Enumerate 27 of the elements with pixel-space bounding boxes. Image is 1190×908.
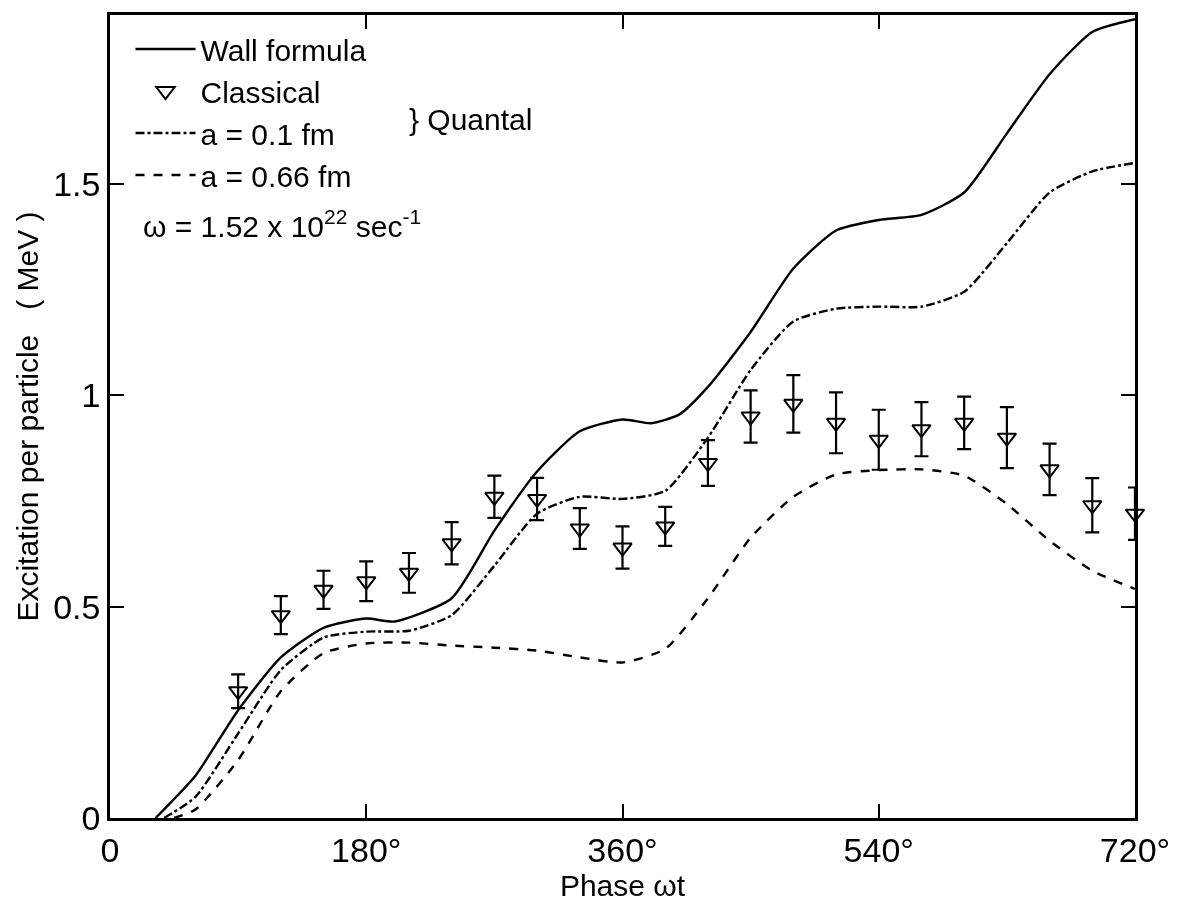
annotation: ω = 1.52 x 10$^{22}$ sec$^{-1}$ bbox=[143, 205, 422, 243]
y-tick-label: 1 bbox=[81, 376, 101, 415]
point bbox=[356, 576, 377, 591]
legend-label: a = 0.66 fm bbox=[200, 159, 352, 193]
point bbox=[1082, 500, 1103, 515]
x-tick-label: 720° bbox=[1099, 830, 1171, 869]
x-tick-label: 540° bbox=[843, 830, 914, 869]
point bbox=[484, 491, 505, 506]
point bbox=[441, 538, 462, 553]
legend-label: a = 0.1 fm bbox=[200, 117, 335, 151]
legend-label: Classical bbox=[200, 75, 321, 109]
x-tick-label: 360° bbox=[587, 830, 658, 869]
point bbox=[783, 398, 804, 413]
y-tick-label: 0.5 bbox=[53, 587, 101, 626]
y-tick-label: 1.5 bbox=[53, 164, 101, 203]
point bbox=[1039, 464, 1060, 479]
legend-label: Wall formula bbox=[200, 33, 367, 67]
point bbox=[911, 424, 932, 439]
annotation: } Quantal bbox=[409, 103, 533, 136]
point bbox=[868, 434, 889, 449]
y-tick-label: 0 bbox=[81, 798, 101, 837]
x-tick-label: 180° bbox=[331, 830, 402, 869]
y-axis-title: Excitation per particle ( MeV ) bbox=[11, 211, 45, 622]
point bbox=[740, 411, 761, 426]
point bbox=[612, 542, 633, 557]
x-axis-title: Phase ωt bbox=[559, 868, 686, 902]
point bbox=[313, 584, 334, 599]
